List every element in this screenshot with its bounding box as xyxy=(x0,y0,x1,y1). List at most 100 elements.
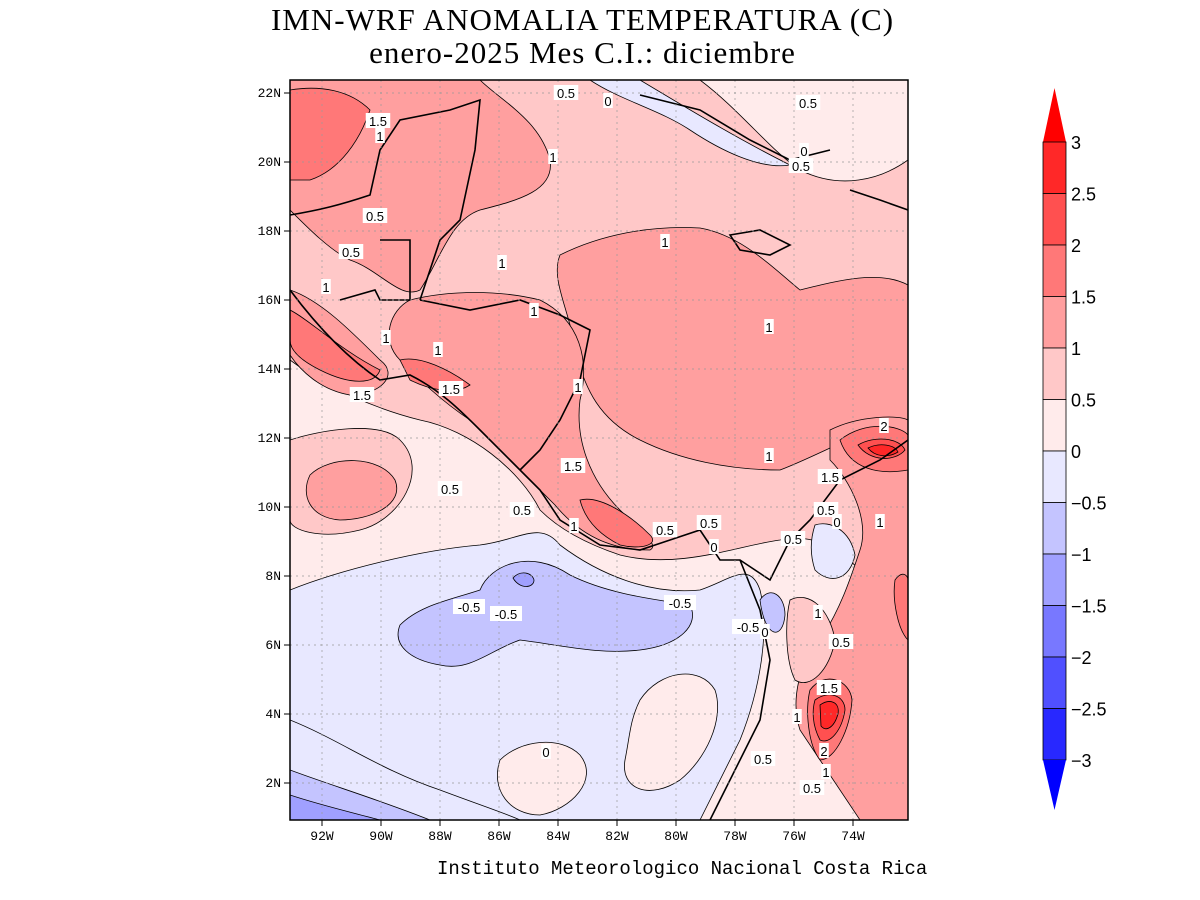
contour-label-bg xyxy=(816,680,842,695)
contour-label: 1 xyxy=(549,150,556,165)
contour-label-bg xyxy=(795,95,821,110)
colorbar-label: 3 xyxy=(1071,133,1081,153)
contour-label-bg xyxy=(875,514,885,529)
colorbar-segment xyxy=(1042,399,1067,452)
filled-contours: 0.50 0.51.511 00.50.50.511111111.51.51211.… xyxy=(290,80,908,820)
contour-label: 0.5 xyxy=(784,532,802,547)
colorbar-segment xyxy=(1042,502,1067,555)
colorbar-label: 0.5 xyxy=(1071,391,1096,411)
contour-label: 1 xyxy=(570,519,577,534)
contour-label-bg xyxy=(437,481,463,496)
contour-label-bg xyxy=(497,255,507,270)
contour-label: 0.5 xyxy=(656,523,674,538)
anomaly-1.5-2 xyxy=(579,498,653,548)
anomaly-1-1.5 xyxy=(305,460,398,521)
lon-tick-label: 76W xyxy=(782,829,806,844)
contour-label-bg xyxy=(438,381,464,396)
anomaly-0.5-1 xyxy=(786,597,836,683)
contour-label-bg xyxy=(788,158,814,173)
contour-label-bg xyxy=(879,418,889,433)
contour-label: 1 xyxy=(876,515,883,530)
lat-tick-label: 20N xyxy=(258,155,281,170)
contour-label-bg xyxy=(349,387,375,402)
contour-label: 1 xyxy=(376,129,383,144)
contour-label: 0.5 xyxy=(817,503,835,518)
colorbar-under-arrow xyxy=(1043,760,1066,810)
contour-label: 0.5 xyxy=(513,503,531,518)
contour-label-bg xyxy=(760,624,770,639)
contour-label-bg xyxy=(573,379,583,394)
contour-label-bg xyxy=(509,502,535,517)
contour-label-bg xyxy=(792,709,802,724)
contour-label: 0.5 xyxy=(441,482,459,497)
contour-label: 1 xyxy=(322,280,329,295)
anomaly-neg0.5-neg1 xyxy=(759,592,786,633)
colorbar-segment xyxy=(1042,296,1067,349)
lon-tick-label: 82W xyxy=(605,829,629,844)
lon-tick-label: 88W xyxy=(428,829,452,844)
anomaly-0-0.5 xyxy=(497,741,587,816)
contour-label: 0 xyxy=(542,745,549,760)
colorbar-label: −3 xyxy=(1071,751,1092,771)
contour-label: -0.5 xyxy=(737,620,759,635)
contour-label-bg xyxy=(813,605,823,620)
contour-label-bg xyxy=(660,234,670,249)
contour-label-bg xyxy=(541,744,551,759)
contour-label-bg xyxy=(338,244,364,259)
contour-label: -0.5 xyxy=(458,600,480,615)
chart-subtitle: enero-2025 Mes C.I.: diciembre xyxy=(369,35,796,70)
contour-label: 1 xyxy=(382,331,389,346)
contour-label-bg xyxy=(603,93,613,108)
lon-tick-label: 92W xyxy=(310,829,334,844)
anomaly-neg1-neg1.5 xyxy=(512,572,535,587)
colorbar-label: 2 xyxy=(1071,236,1081,256)
footer-credit: Instituto Meteorologico Nacional Costa R… xyxy=(437,858,928,880)
colorbar-label: −1.5 xyxy=(1071,597,1107,617)
contour-label: 0 xyxy=(833,515,840,530)
contour-label: 0.5 xyxy=(792,159,810,174)
contour-label: 1 xyxy=(434,343,441,358)
lon-tick-label: 78W xyxy=(723,829,747,844)
colorbar-label: 1 xyxy=(1071,339,1081,359)
contour-label: 1.5 xyxy=(442,382,460,397)
contour-label: 0.5 xyxy=(700,516,718,531)
contour-label: 0.5 xyxy=(557,86,575,101)
colorbar-segment xyxy=(1042,656,1067,709)
contour-label-bg xyxy=(553,85,579,100)
contour-label: 1.5 xyxy=(564,459,582,474)
axes: 92W 90W 88W 86W 84W 82W 80W 78W 76W 74W22N20N18N1… xyxy=(258,86,865,844)
contour-labels: 0.50 0.51.511 00.50.50.511111111.51.51211.… xyxy=(321,85,889,796)
contour-label-bg xyxy=(828,634,854,649)
contour-label-bg xyxy=(560,458,586,473)
contour-label-bg xyxy=(832,514,842,529)
chart-title: IMN-WRF ANOMALIA TEMPERATURA (C) xyxy=(270,2,895,37)
contour-label: 1 xyxy=(793,710,800,725)
anomaly-1.5-2 xyxy=(893,573,908,641)
contour-label-bg xyxy=(819,743,829,758)
colorbar-segment xyxy=(1042,141,1067,194)
contour-label-bg xyxy=(732,619,764,634)
contour-label: 0 xyxy=(604,94,611,109)
colorbar-label: −2.5 xyxy=(1071,700,1107,720)
contour-label-bg xyxy=(799,780,825,795)
contour-label-bg xyxy=(709,539,719,554)
contour-label: 0.5 xyxy=(754,752,772,767)
colorbar-label: −0.5 xyxy=(1071,494,1107,514)
contour-label: 0.5 xyxy=(799,96,817,111)
contour-label: -0.5 xyxy=(495,607,517,622)
contour-label: 0.5 xyxy=(342,245,360,260)
lat-tick-label: 18N xyxy=(258,224,281,239)
lat-tick-label: 12N xyxy=(258,431,281,446)
colorbar-segment xyxy=(1042,347,1067,400)
anomaly-1.5-2 xyxy=(290,87,371,181)
lon-tick-label: 90W xyxy=(369,829,393,844)
lon-tick-label: 84W xyxy=(546,829,570,844)
contour-label-bg xyxy=(490,606,522,621)
colorbar: 3 2.5 2 1.5 1 0.5 0 −0.5 −1 −1.5 −2 −2.5 −3 xyxy=(1042,88,1107,810)
contour-label: 1.5 xyxy=(369,114,387,129)
contour-label-bg xyxy=(433,342,443,357)
contour-label-bg xyxy=(321,279,331,294)
colorbar-segment xyxy=(1042,605,1067,658)
map-frame xyxy=(289,79,909,821)
